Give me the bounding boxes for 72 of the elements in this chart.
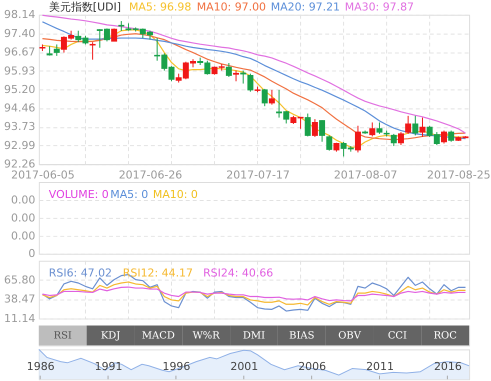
candlestick — [398, 132, 404, 146]
x-tick-label: 2017-06-26 — [118, 168, 182, 182]
text: W%R — [192, 330, 220, 342]
y-tick-label: 97.40 — [4, 27, 36, 40]
text: MA20: 97.21 — [270, 0, 340, 14]
text: 0 — [28, 247, 36, 260]
candlestick — [247, 73, 254, 92]
candlestick — [90, 42, 96, 60]
series-label: MA5: 96.98 — [128, 0, 192, 14]
candlestick — [268, 89, 275, 106]
y-tick-label: 95.20 — [4, 82, 36, 96]
y-tick-label: 96.67 — [4, 46, 36, 59]
candlestick — [111, 28, 118, 42]
text: ROC — [434, 330, 457, 342]
candlestick — [312, 118, 318, 138]
candlestick — [412, 115, 418, 136]
candlestick — [419, 117, 426, 138]
y-tick-label: 38.47 — [4, 292, 36, 306]
legend-label: VOLUME: 0 — [48, 188, 109, 201]
text: 0.00 — [10, 193, 36, 206]
text: CCI — [388, 330, 408, 342]
line-series — [42, 286, 466, 302]
text: 0.00 — [10, 211, 36, 224]
legend-label: MA5: 0 — [110, 188, 148, 201]
legend-label: MA10: 0 — [152, 188, 198, 201]
y-tick-label: 94.46 — [4, 102, 36, 115]
x-tick-label: 2011 — [366, 360, 394, 373]
candlestick — [326, 134, 332, 152]
candlestick — [304, 113, 311, 137]
x-tick-label: 2017-07-17 — [226, 168, 290, 182]
text: OBV — [338, 330, 362, 342]
candlestick — [369, 122, 376, 137]
y-tick-label: 95.93 — [4, 64, 36, 78]
chart-title: 美元指数[UDI] — [48, 0, 122, 14]
y-tick-label: 11.14 — [4, 312, 36, 325]
x-tick-label: 2016 — [434, 360, 462, 373]
text: KDJ — [100, 330, 120, 342]
x-tick-label: 1986 — [26, 360, 55, 373]
candlestick — [441, 130, 447, 144]
y-tick-label: 65.80 — [4, 273, 36, 286]
y-tick-label: 92.99 — [4, 139, 36, 152]
candlestick — [405, 115, 412, 134]
series-label: RSI6: 47.02 — [48, 266, 112, 280]
text: DMI — [242, 330, 266, 342]
text: BIAS — [289, 330, 315, 342]
candlestick — [118, 20, 124, 32]
text: MA10: 97.00 — [196, 0, 266, 14]
candlestick — [54, 44, 60, 56]
candlestick — [240, 70, 246, 84]
text: 0.00 — [10, 229, 36, 242]
candlestick — [233, 70, 240, 82]
text: RSI — [54, 330, 72, 342]
y-tick-label: 93.73 — [4, 120, 36, 134]
text: MA30: 97.87 — [344, 0, 414, 14]
y-tick-label: 98.14 — [4, 8, 36, 22]
x-tick-label: 2017-08-07 — [334, 168, 398, 182]
series-label: RSI12: 44.17 — [122, 266, 193, 280]
candlestick — [319, 120, 326, 142]
y-tick-label: 92.26 — [4, 158, 36, 171]
series-label: RSI24: 40.66 — [203, 266, 274, 280]
x-tick-label: 2017-08-25 — [427, 168, 491, 182]
candlestick — [448, 130, 454, 142]
line-series — [42, 281, 466, 306]
candlestick — [376, 122, 382, 134]
x-tick-label: 2017-06-05 — [11, 168, 75, 182]
x-tick-label: 2001 — [230, 360, 258, 373]
candlestick — [262, 88, 268, 107]
x-tick-label: 1991 — [94, 360, 122, 373]
candlestick — [354, 125, 361, 153]
candlestick — [226, 62, 232, 78]
text: MACD — [142, 330, 175, 342]
candlestick — [390, 133, 397, 147]
